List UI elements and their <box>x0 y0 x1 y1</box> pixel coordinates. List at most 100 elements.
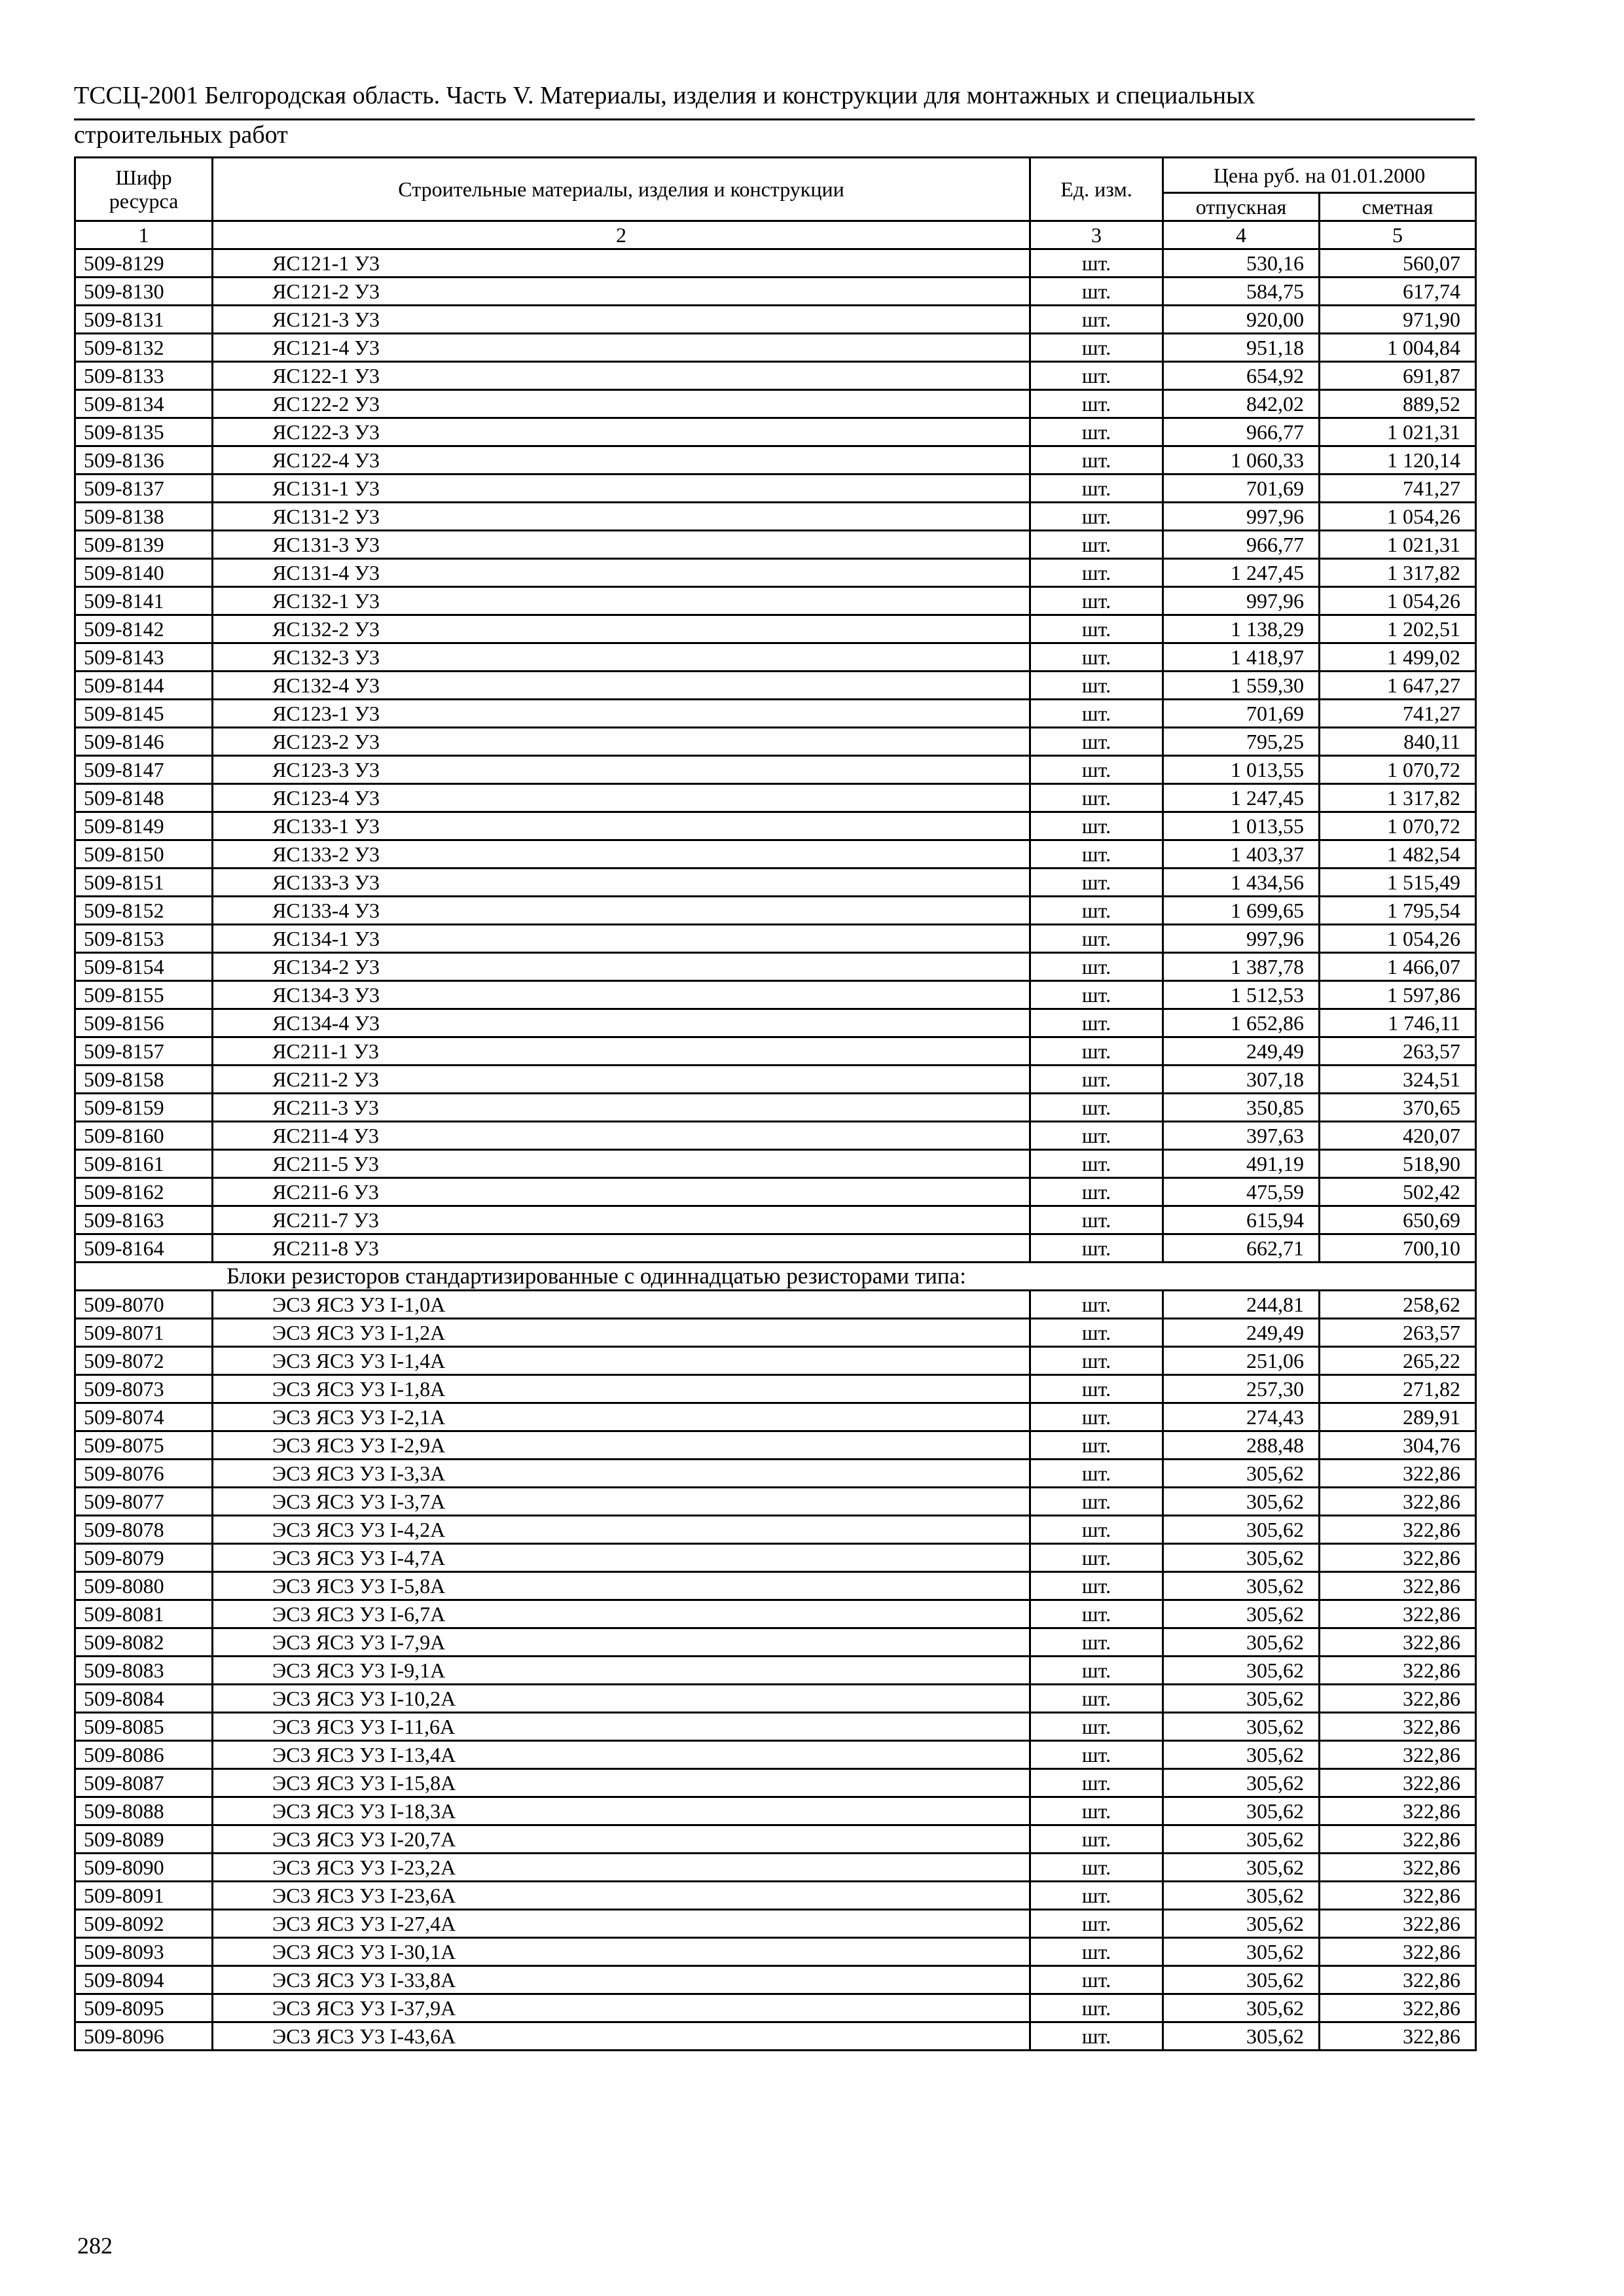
table-row: 509-8086 ЭС3 ЯС3 У3 I-13,4А шт. 305,62 322,8… <box>74 1740 1477 1770</box>
material-name: ЭС3 ЯС3 У3 I-1,4А <box>211 1346 1031 1376</box>
table-row: 509-8161 ЯС211-5 У3 шт. 491,19 518,90 <box>74 1149 1477 1179</box>
release-price: 1 512,53 <box>1162 980 1320 1010</box>
material-name: ЭС3 ЯС3 У3 I-33,8А <box>211 1965 1031 1995</box>
table-row: 509-8078 ЭС3 ЯС3 У3 I-4,2А шт. 305,62 322,86 <box>74 1515 1477 1545</box>
material-name: ЭС3 ЯС3 У3 I-23,6А <box>211 1880 1031 1910</box>
material-name: ЯС133-3 У3 <box>211 867 1031 897</box>
release-price: 997,96 <box>1162 924 1320 954</box>
unit: шт. <box>1029 1599 1164 1629</box>
material-name: ЭС3 ЯС3 У3 I-1,8А <box>211 1374 1031 1404</box>
document-title: ТССЦ-2001 Белгородская область. Часть V.… <box>74 80 1475 151</box>
release-price: 305,62 <box>1162 1515 1320 1545</box>
estimate-price: 1 070,72 <box>1318 755 1477 785</box>
header-price-group: Цена руб. на 01.01.2000 <box>1162 156 1477 194</box>
release-price: 951,18 <box>1162 332 1320 363</box>
unit: шт. <box>1029 1965 1164 1995</box>
table-row: 509-8095 ЭС3 ЯС3 У3 I-37,9А шт. 305,62 322,8… <box>74 1993 1477 2023</box>
resource-code: 509-8096 <box>74 2021 213 2051</box>
release-price: 305,62 <box>1162 1486 1320 1516</box>
resource-code: 509-8083 <box>74 1655 213 1685</box>
material-name: ЯС121-3 У3 <box>211 304 1031 334</box>
table-row: 509-8156 ЯС134-4 У3 шт. 1 652,86 1 746,11 <box>74 1008 1477 1038</box>
release-price: 305,62 <box>1162 1655 1320 1685</box>
unit: шт. <box>1029 1712 1164 1742</box>
release-price: 842,02 <box>1162 389 1320 419</box>
release-price: 966,77 <box>1162 417 1320 447</box>
estimate-price: 691,87 <box>1318 361 1477 391</box>
resource-code: 509-8082 <box>74 1627 213 1657</box>
material-name: ЯС132-2 У3 <box>211 614 1031 644</box>
release-price: 274,43 <box>1162 1402 1320 1432</box>
material-name: ЯС134-4 У3 <box>211 1008 1031 1038</box>
table-row: 509-8083 ЭС3 ЯС3 У3 I-9,1А шт. 305,62 322,86 <box>74 1655 1477 1685</box>
estimate-price: 322,86 <box>1318 1683 1477 1713</box>
resource-code: 509-8085 <box>74 1712 213 1742</box>
unit: шт. <box>1029 1205 1164 1235</box>
material-name: ЭС3 ЯС3 У3 I-2,9А <box>211 1430 1031 1460</box>
estimate-price: 322,86 <box>1318 1458 1477 1488</box>
table-row: 509-8076 ЭС3 ЯС3 У3 I-3,3А шт. 305,62 322,86 <box>74 1458 1477 1488</box>
unit: шт. <box>1029 1149 1164 1179</box>
release-price: 701,69 <box>1162 698 1320 728</box>
material-name: ЯС211-5 У3 <box>211 1149 1031 1179</box>
table-row: 509-8143 ЯС132-3 У3 шт. 1 418,97 1 499,02 <box>74 642 1477 672</box>
estimate-price: 304,76 <box>1318 1430 1477 1460</box>
release-price: 305,62 <box>1162 1712 1320 1742</box>
resource-code: 509-8079 <box>74 1543 213 1573</box>
release-price: 305,62 <box>1162 1740 1320 1770</box>
table-row: 509-8096 ЭС3 ЯС3 У3 I-43,6А шт. 305,62 322,8… <box>74 2021 1477 2051</box>
release-price: 997,96 <box>1162 586 1320 616</box>
table-row: 509-8146 ЯС123-2 У3 шт. 795,25 840,11 <box>74 726 1477 757</box>
resource-code: 509-8148 <box>74 783 213 813</box>
estimate-price: 1 317,82 <box>1318 783 1477 813</box>
material-name: ЭС3 ЯС3 У3 I-9,1А <box>211 1655 1031 1685</box>
table-row: 509-8129 ЯС121-1 У3 шт. 530,16 560,07 <box>74 248 1477 278</box>
material-name: ЯС133-1 У3 <box>211 811 1031 841</box>
table-row: 509-8138 ЯС131-2 У3 шт. 997,96 1 054,26 <box>74 501 1477 531</box>
release-price: 530,16 <box>1162 248 1320 278</box>
release-price: 249,49 <box>1162 1036 1320 1066</box>
header-unit: Ед. изм. <box>1029 156 1164 222</box>
unit: шт. <box>1029 473 1164 503</box>
unit: шт. <box>1029 529 1164 560</box>
unit: шт. <box>1029 1430 1164 1460</box>
resource-code: 509-8145 <box>74 698 213 728</box>
resource-code: 509-8155 <box>74 980 213 1010</box>
release-price: 305,62 <box>1162 1965 1320 1995</box>
resource-code: 509-8164 <box>74 1233 213 1263</box>
release-price: 307,18 <box>1162 1064 1320 1094</box>
table-row: 509-8133 ЯС122-1 У3 шт. 654,92 691,87 <box>74 361 1477 391</box>
unit: шт. <box>1029 417 1164 447</box>
release-price: 305,62 <box>1162 1599 1320 1629</box>
release-price: 491,19 <box>1162 1149 1320 1179</box>
title-divider <box>74 118 1475 120</box>
column-number: 5 <box>1318 220 1477 250</box>
unit: шт. <box>1029 1909 1164 1939</box>
material-name: ЭС3 ЯС3 У3 I-5,8А <box>211 1571 1031 1601</box>
resource-code: 509-8091 <box>74 1880 213 1910</box>
release-price: 305,62 <box>1162 1458 1320 1488</box>
estimate-price: 322,86 <box>1318 1627 1477 1657</box>
estimate-price: 1 021,31 <box>1318 529 1477 560</box>
estimate-price: 322,86 <box>1318 1712 1477 1742</box>
table-row: 509-8081 ЭС3 ЯС3 У3 I-6,7А шт. 305,62 322,86 <box>74 1599 1477 1629</box>
table-row: 509-8137 ЯС131-1 У3 шт. 701,69 741,27 <box>74 473 1477 503</box>
resource-code: 509-8094 <box>74 1965 213 1995</box>
material-name: ЯС132-4 У3 <box>211 670 1031 700</box>
section-heading: Блоки резисторов стандартизированные с о… <box>74 1261 1477 1291</box>
unit: шт. <box>1029 2021 1164 2051</box>
table-row: 509-8149 ЯС133-1 У3 шт. 1 013,55 1 070,72 <box>74 811 1477 841</box>
table-row: 509-8152 ЯС133-4 У3 шт. 1 699,65 1 795,54 <box>74 895 1477 925</box>
resource-code: 509-8161 <box>74 1149 213 1179</box>
resource-code: 509-8089 <box>74 1824 213 1854</box>
page-number: 282 <box>77 2233 113 2259</box>
estimate-price: 322,86 <box>1318 1543 1477 1573</box>
resource-code: 509-8158 <box>74 1064 213 1094</box>
material-name: ЯС211-7 У3 <box>211 1205 1031 1235</box>
table-body: 509-8129 ЯС121-1 У3 шт. 530,16 560,07 509-813… <box>74 248 1477 2051</box>
resource-code: 509-8077 <box>74 1486 213 1516</box>
material-name: ЭС3 ЯС3 У3 I-11,6А <box>211 1712 1031 1742</box>
material-name: ЯС134-1 У3 <box>211 924 1031 954</box>
release-price: 1 559,30 <box>1162 670 1320 700</box>
resource-code: 509-8080 <box>74 1571 213 1601</box>
